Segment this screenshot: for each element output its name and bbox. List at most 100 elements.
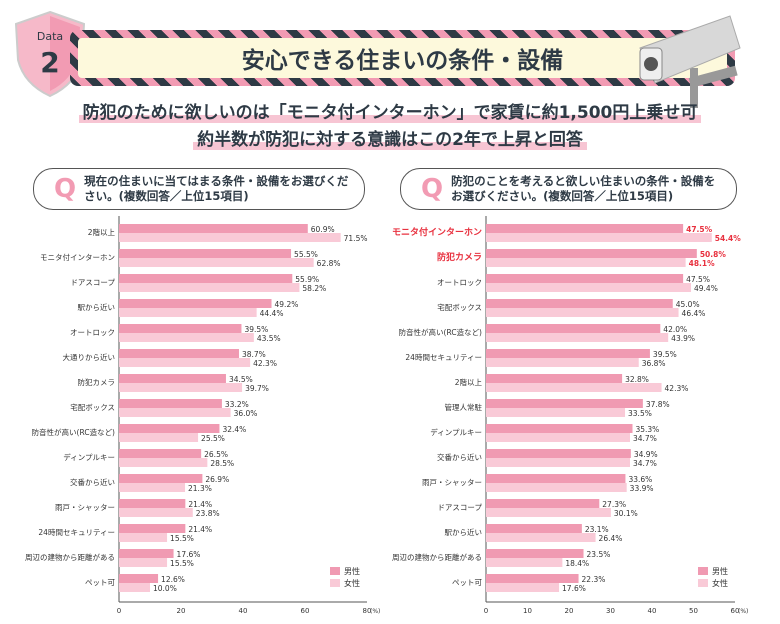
data-label: 58.2% [302, 284, 326, 293]
bar-male [486, 299, 673, 308]
bar-female [486, 483, 627, 492]
title-banner: 安心できる住まいの条件・設備 [70, 30, 735, 86]
category-label: 防音性が高い(RC造など) [399, 327, 482, 337]
data-label: 21.4% [188, 525, 212, 534]
category-label: ドアスコープ [70, 278, 115, 287]
legend-swatch [330, 567, 340, 575]
q-mark: Q [421, 173, 444, 204]
data-label: 32.8% [625, 375, 649, 384]
data-label: 34.7% [633, 434, 657, 443]
x-tick-label: 0 [117, 607, 121, 615]
category-label: 周辺の建物から距離がある [25, 552, 115, 562]
data-label: 33.6% [628, 475, 652, 484]
data-label: 38.7% [242, 350, 266, 359]
category-label: 駅から近い [78, 302, 116, 312]
data-label: 44.4% [260, 309, 284, 318]
data-label: 33.2% [225, 400, 249, 409]
legend-swatch [698, 579, 708, 587]
bar-female [486, 258, 686, 267]
badge-label: Data [37, 30, 63, 43]
bar-male [119, 299, 272, 308]
category-label: ペット可 [452, 578, 482, 587]
category-label: オートロック [70, 328, 115, 337]
category-label: 24時間セキュリティー [405, 353, 482, 362]
category-label: 周辺の建物から距離がある [392, 552, 482, 562]
category-label: 防犯カメラ [78, 377, 116, 387]
data-label: 21.4% [188, 500, 212, 509]
category-label: ドアスコープ [437, 503, 482, 512]
bar-female [119, 258, 314, 267]
category-label: 2階以上 [88, 227, 116, 237]
bar-female [486, 333, 669, 342]
data-badge-shield: Data 2 [14, 10, 86, 98]
bar-male [119, 524, 186, 533]
data-label: 36.8% [642, 359, 666, 368]
bar-female [486, 233, 712, 242]
data-label: 34.7% [633, 459, 657, 468]
legend-swatch [698, 567, 708, 575]
category-label: 大通りから近い [63, 352, 116, 362]
data-label: 36.0% [234, 409, 258, 418]
data-label: 26.9% [205, 475, 229, 484]
question-box-right: Q 防犯のことを考えると欲しい住まいの条件・設備を お選びください。(複数回答／上… [400, 168, 737, 210]
category-label: 宅配ボックス [70, 402, 115, 412]
legend-swatch [330, 579, 340, 587]
data-label: 48.1% [689, 259, 716, 268]
data-label: 37.8% [646, 400, 670, 409]
bar-female [119, 358, 251, 367]
x-tick-label: 60 [301, 607, 310, 615]
bar-female [119, 308, 257, 317]
category-label: ディンプルキー [63, 452, 115, 462]
category-label: モニタ付インターホン [40, 252, 115, 262]
legend-label: 男性 [712, 566, 728, 576]
data-label: 62.8% [317, 259, 341, 268]
category-label: 防犯カメラ [437, 251, 482, 263]
bar-male [119, 499, 186, 508]
category-label: 雨戸・シャッター [55, 503, 115, 512]
bar-female [119, 508, 193, 517]
legend-label: 女性 [712, 578, 728, 588]
data-label: 26.4% [599, 534, 623, 543]
category-label: 宅配ボックス [437, 302, 482, 312]
bar-female [119, 383, 243, 392]
data-label: 35.3% [635, 425, 659, 434]
data-label: 32.4% [222, 425, 246, 434]
bar-female [486, 308, 679, 317]
bar-female [486, 433, 631, 442]
category-label: 駅から近い [445, 527, 483, 537]
security-camera-icon [639, 15, 741, 108]
category-label: 防音性が高い(RC造など) [32, 427, 115, 437]
category-label: 交番から近い [437, 452, 482, 462]
data-label: 34.9% [634, 450, 658, 459]
category-label: 管理人常駐 [445, 402, 483, 412]
data-label: 43.5% [257, 334, 281, 343]
data-label: 42.3% [253, 359, 277, 368]
bar-male [486, 424, 633, 433]
bar-male [119, 549, 174, 558]
data-label: 46.4% [682, 309, 706, 318]
bar-female [119, 433, 199, 442]
category-label: 雨戸・シャッター [422, 478, 482, 487]
bar-male [486, 574, 579, 583]
data-label: 42.3% [665, 384, 689, 393]
x-tick-label: 10 [523, 607, 532, 615]
question-text: お選びください。(複数回答／上位15項目) [451, 189, 674, 203]
bar-male [119, 424, 220, 433]
category-label: 24時間セキュリティー [38, 528, 115, 537]
question-text: 現在の住まいに当てはまる条件・設備をお選びくだ [84, 174, 349, 188]
bar-female [119, 283, 300, 292]
question-box-left: Q 現在の住まいに当てはまる条件・設備をお選びくだ さい。(複数回答／上位15項目… [33, 168, 365, 210]
data-label: 21.3% [188, 484, 212, 493]
bar-male [119, 224, 308, 233]
data-label: 33.5% [628, 409, 652, 418]
data-label: 34.5% [229, 375, 253, 384]
x-unit-label: (%) [738, 608, 748, 615]
bar-male [486, 224, 684, 233]
category-label: ペット可 [85, 578, 115, 587]
subtitle-line-1: 防犯のために欲しいのは「モニタ付インターホン」で家賃に約1,500円上乗せ可 [78, 103, 702, 123]
x-tick-label: 30 [606, 607, 615, 615]
bar-female [486, 558, 563, 567]
bar-male [119, 449, 202, 458]
